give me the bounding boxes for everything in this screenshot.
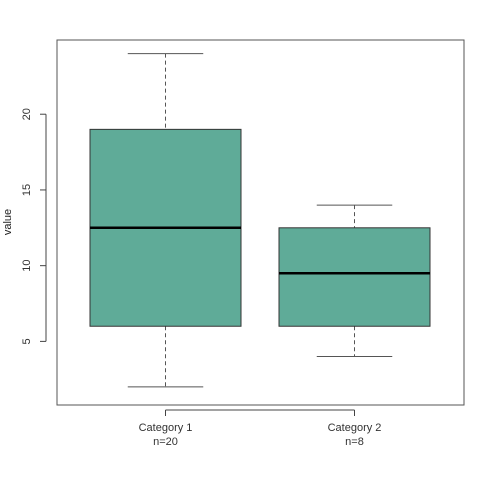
y-tick-label: 10 [21,260,33,272]
y-axis-title: value [2,209,14,235]
box-group-2 [278,204,431,358]
sample-size-label: n=20 [153,436,178,448]
iqr-box [278,227,431,327]
x-axis: Category 1 n=20 Category 2 n=8 [139,409,382,448]
y-tick-label: 15 [21,184,33,196]
boxes [89,53,431,388]
y-tick-label: 20 [21,108,33,120]
x-tick-label: Category 1 [139,422,193,434]
y-tick-label: 5 [21,338,33,344]
plot-frame [56,39,465,406]
sample-size-label: n=8 [345,436,364,448]
box-group-1 [89,53,242,388]
y-axis: 5 10 15 20 [21,108,47,344]
x-tick-label: Category 2 [328,422,382,434]
